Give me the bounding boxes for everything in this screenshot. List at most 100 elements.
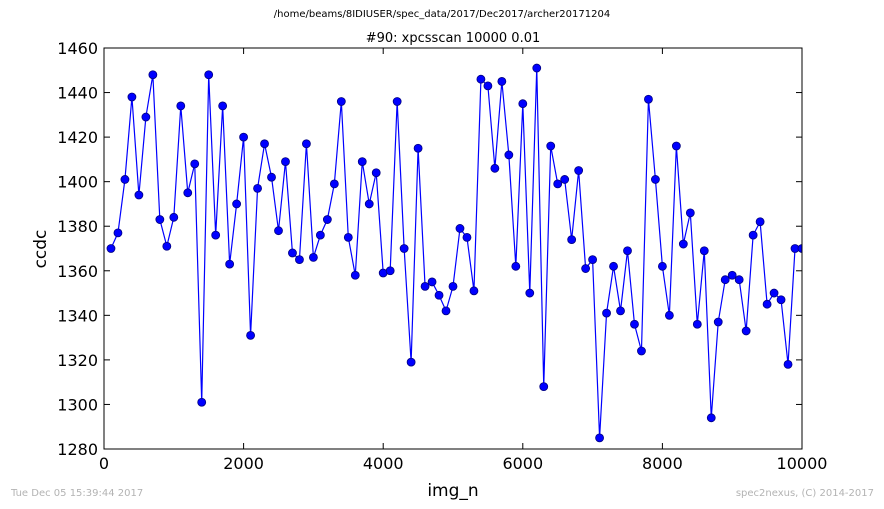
data-point <box>741 326 751 336</box>
data-point <box>553 179 563 189</box>
data-point <box>406 357 416 367</box>
x-tick-label: 10000 <box>777 454 828 473</box>
data-point <box>783 359 793 369</box>
data-point <box>448 281 458 291</box>
data-point <box>476 74 486 84</box>
data-point <box>755 217 765 227</box>
data-point <box>183 188 193 198</box>
data-point <box>385 266 395 276</box>
data-point <box>364 199 374 209</box>
data-point <box>162 241 172 251</box>
data-point <box>720 275 730 285</box>
data-point <box>141 112 151 122</box>
x-tick-label: 2000 <box>223 454 264 473</box>
data-point <box>399 244 409 253</box>
data-point <box>232 199 242 209</box>
data-point <box>706 413 716 423</box>
data-point <box>497 77 507 86</box>
data-point <box>197 397 207 407</box>
plot-title: #90: xpcsscan 10000 0.01 <box>365 31 541 46</box>
y-tick-label: 1360 <box>57 262 98 281</box>
data-point <box>511 261 521 271</box>
data-point <box>692 319 702 329</box>
data-point <box>685 208 695 218</box>
data-point <box>246 330 255 340</box>
data-point <box>734 275 744 285</box>
data-point <box>525 288 535 298</box>
series-line <box>110 68 802 438</box>
data-point <box>134 190 144 200</box>
data-point <box>797 244 802 253</box>
data-point <box>392 97 402 106</box>
data-point <box>413 143 423 153</box>
x-tick-label: 8000 <box>642 454 683 473</box>
data-point <box>455 224 465 233</box>
data-point <box>253 183 262 193</box>
data-point <box>713 317 723 327</box>
data-point <box>322 215 332 224</box>
data-point <box>609 261 618 271</box>
data-point <box>211 230 221 240</box>
data-point <box>546 141 556 151</box>
y-tick-label: 1420 <box>57 128 98 147</box>
x-tick-label: 6000 <box>502 454 543 473</box>
data-point <box>190 159 200 169</box>
data-point <box>127 92 137 102</box>
data-point <box>567 235 577 244</box>
data-point <box>336 97 346 106</box>
data-point <box>169 212 179 222</box>
y-axis-label: ccdc <box>31 230 51 269</box>
data-point <box>106 244 116 253</box>
data-point <box>595 433 604 443</box>
data-point <box>155 215 165 224</box>
y-tick-label: 1380 <box>57 217 98 236</box>
x-axis-label: img_n <box>427 481 478 501</box>
data-point <box>113 228 123 238</box>
data-point <box>308 253 318 262</box>
y-tick-label: 1320 <box>57 351 98 370</box>
data-point <box>148 70 158 80</box>
data-point <box>239 132 249 142</box>
data-point <box>288 248 297 258</box>
y-tick-label: 1280 <box>57 440 98 459</box>
data-point <box>176 101 186 111</box>
data-point <box>658 261 667 271</box>
data-point <box>762 299 772 309</box>
data-point <box>343 232 353 242</box>
plot-frame <box>103 47 803 450</box>
data-point <box>218 101 228 111</box>
data-point <box>483 81 493 91</box>
data-point <box>267 172 276 182</box>
ticks-layer: 0 2000 4000 6000 8000 10000 1280 1300 1320 1340 13… <box>57 39 827 473</box>
data-point <box>469 286 479 296</box>
data-point <box>623 246 632 256</box>
data-point <box>748 230 758 240</box>
data-point <box>588 255 597 265</box>
data-point <box>651 175 660 184</box>
data-point <box>371 168 381 178</box>
data-layer <box>106 63 802 443</box>
data-point <box>490 163 500 173</box>
data-point <box>295 255 304 265</box>
y-tick-label: 1400 <box>57 173 98 192</box>
data-point <box>539 382 549 392</box>
y-tick-label: 1340 <box>57 306 98 325</box>
x-tick-label: 4000 <box>363 454 404 473</box>
data-point <box>574 166 584 175</box>
data-point <box>616 306 625 316</box>
data-point <box>504 150 514 160</box>
data-point <box>434 290 444 300</box>
data-point <box>427 277 437 287</box>
y-tick-label: 1300 <box>57 395 98 414</box>
data-point <box>225 259 235 269</box>
data-point <box>581 264 591 273</box>
figure-suptitle: /home/beams/8IDIUSER/spec_data/2017/Dec2… <box>273 9 611 20</box>
data-point <box>462 232 472 242</box>
footer-credit: spec2nexus, (C) 2014-2017 <box>735 488 874 499</box>
data-point <box>441 306 451 316</box>
data-point <box>769 288 779 298</box>
data-point <box>260 139 269 149</box>
data-point <box>274 226 283 236</box>
data-point <box>644 94 653 104</box>
